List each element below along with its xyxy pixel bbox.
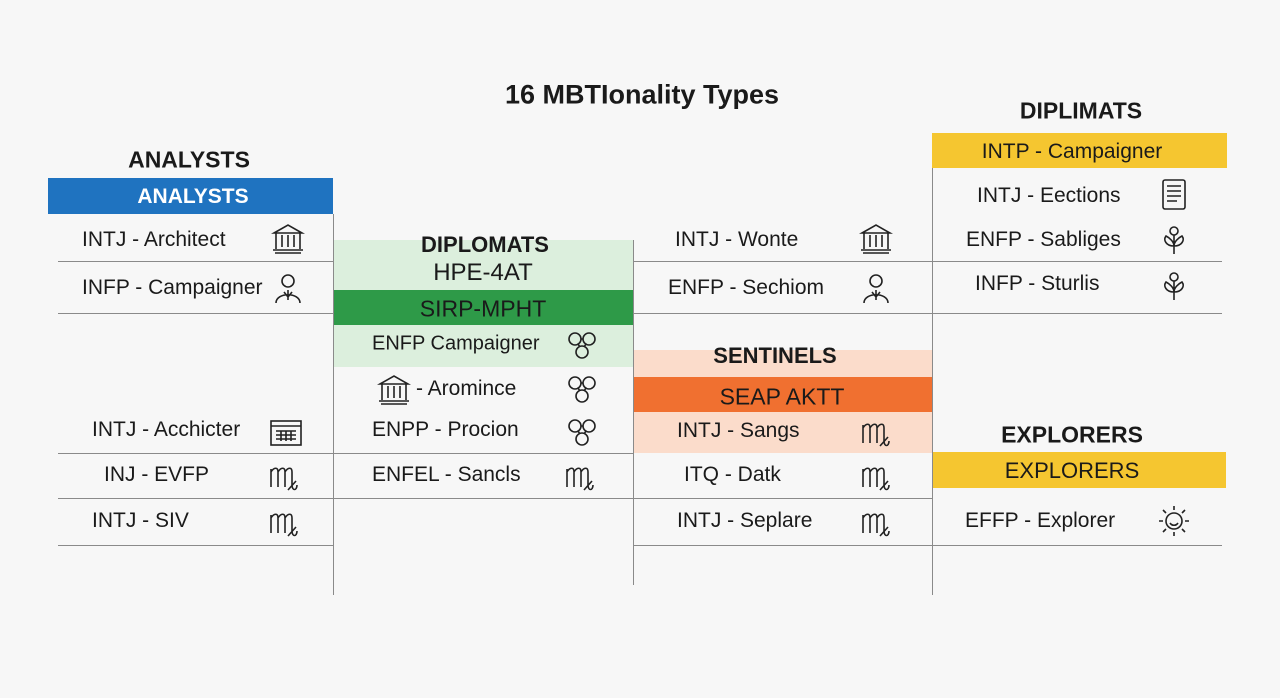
divider [58,313,333,314]
icon [1156,176,1192,212]
column-heading: ANALYSTS [128,146,250,173]
highlight-row [634,412,932,453]
row-label: ENFP Campaigner [372,332,540,355]
divider [932,261,1222,262]
column-separator [333,214,334,595]
icon [270,270,306,306]
row-label: ENFP - Sechiom [668,276,824,299]
icon [1156,222,1192,258]
divider [58,498,333,499]
page-title: 16 MBTIonality Types [504,79,780,110]
icon [858,505,894,541]
icon [1156,503,1192,539]
row-label: INTJ - Seplare [677,509,813,532]
divider [58,261,333,262]
icon [266,505,302,541]
column-heading: DIPLOMATS [421,232,549,257]
header-bar [334,290,633,325]
icon [376,371,412,407]
column-heading: EXPLORERS [1001,421,1143,448]
icon [858,459,894,495]
row-label: INTJ - Eections [977,184,1121,207]
row-label: - Aromince [416,377,517,400]
row-label: ENFEL - Sancls [372,463,521,486]
icon [858,220,894,256]
row-label: INJ - EVFP [104,463,210,486]
row-label: INTJ - SIV [92,509,189,532]
header-bar [48,178,333,214]
icon [266,459,302,495]
row-label: ENFP - Sabliges [966,228,1121,251]
icon [268,414,304,450]
header-panel [334,240,633,290]
divider [58,545,333,546]
divider [932,313,1222,314]
header-bar-label: ANALYSTS [137,185,249,208]
divider [932,545,1222,546]
row-label: INTJ - Wonte [675,228,799,251]
row-label: EFFP - Explorer [965,509,1116,532]
header-bar [634,377,932,412]
column-separator [633,240,634,585]
icon [858,270,894,306]
row-label: ENPP - Procion [372,418,519,441]
header-bar-label: SEAP AKTT [719,383,845,410]
column-separator [932,168,933,595]
divider [334,498,633,499]
row-label: INTJ - Sangs [677,419,800,442]
header-panel [634,350,932,377]
column-heading: DIPLIMATS [1019,97,1143,124]
column-heading: SENTINELS [713,343,837,368]
column-subheading: HPE-4AT [433,259,533,286]
row-label: INFP - Sturlis [975,272,1100,295]
divider [634,545,932,546]
header-bar-label: EXPLORERS [1004,458,1140,483]
row-label: INTJ - Acchicter [92,418,241,441]
row-label: INTJ - Architect [82,228,226,251]
header-bar [932,133,1227,168]
header-bar-label: INTP - Campaigner [981,140,1163,163]
divider [58,453,333,454]
icon [270,220,306,256]
divider [334,453,633,454]
icon [564,327,600,363]
header-bar [932,452,1226,488]
header-bar-label: SIRP-MPHT [419,295,547,322]
divider [634,261,932,262]
divider [634,498,932,499]
icon [564,414,600,450]
row-label: ITQ - Datk [684,463,781,486]
divider [634,313,932,314]
icon [1156,268,1192,304]
icon [562,459,598,495]
icon [858,415,894,451]
row-label: INFP - Campaigner [82,276,263,299]
icon [564,371,600,407]
